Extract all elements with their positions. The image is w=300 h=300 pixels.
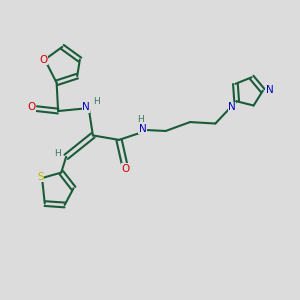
Text: N: N	[266, 85, 273, 95]
Text: O: O	[27, 102, 35, 112]
Text: S: S	[37, 172, 44, 182]
Text: H: H	[93, 97, 100, 106]
Text: O: O	[122, 164, 130, 174]
Text: N: N	[82, 102, 90, 112]
Text: H: H	[54, 149, 61, 158]
Text: O: O	[39, 55, 47, 64]
Text: N: N	[228, 102, 236, 112]
Text: H: H	[137, 115, 144, 124]
Text: N: N	[139, 124, 147, 134]
